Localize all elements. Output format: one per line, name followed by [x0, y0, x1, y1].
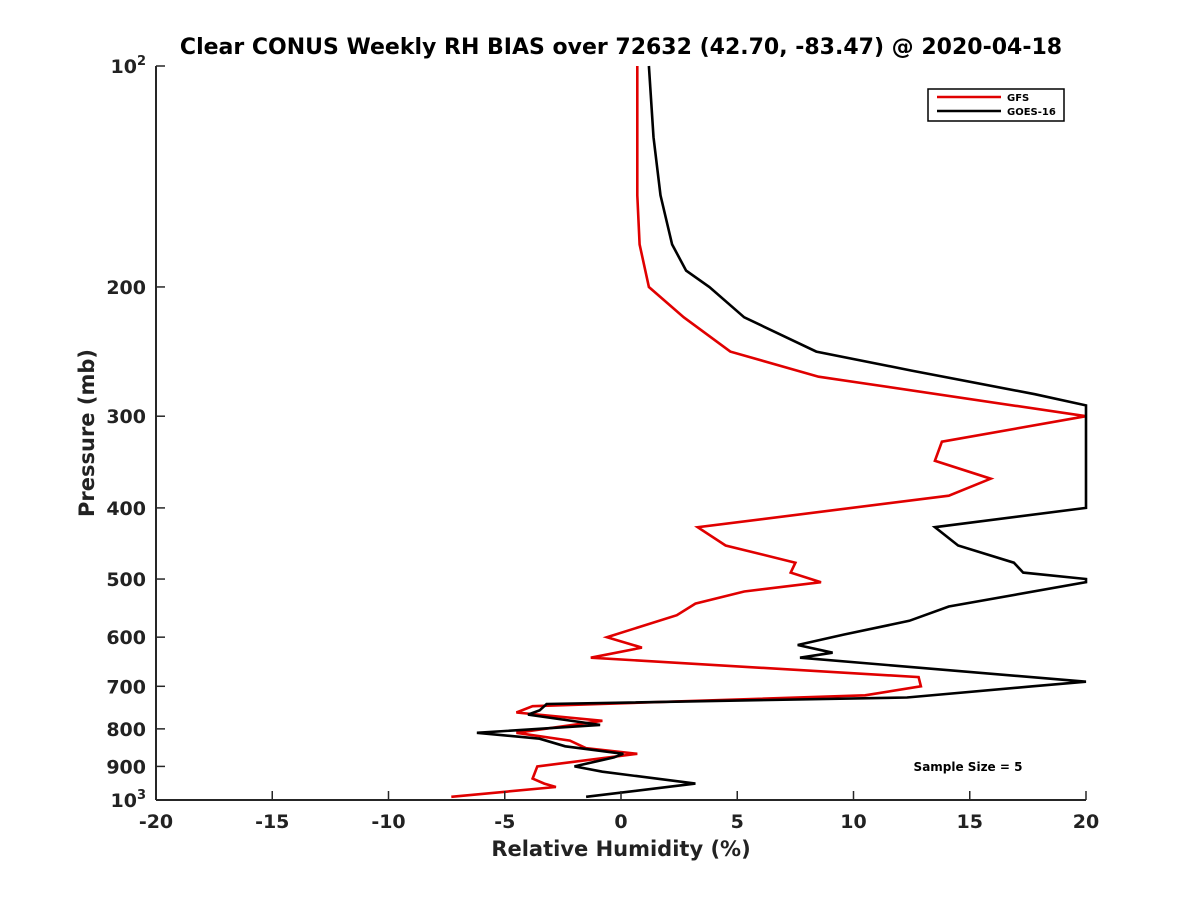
y-tick-label: 800 [106, 719, 146, 741]
x-tick-label: 15 [957, 811, 983, 833]
x-tick-label: -5 [494, 811, 515, 833]
legend: GFS GOES-16 [927, 88, 1065, 122]
x-tick-label: -20 [139, 811, 173, 833]
chart-title: Clear CONUS Weekly RH BIAS over 72632 (4… [180, 35, 1062, 60]
x-axis-label: Relative Humidity (%) [491, 837, 750, 861]
x-tick-label: -15 [255, 811, 289, 833]
series-layer [451, 65, 1088, 799]
legend-label-gfs: GFS [1007, 93, 1029, 104]
y-tick-label: 200 [106, 277, 146, 299]
x-tick-label: 5 [731, 811, 744, 833]
x-tick-label: 0 [614, 811, 627, 833]
y-tick-label: 300 [106, 406, 146, 428]
y-axis-label: Pressure (mb) [75, 349, 99, 517]
y-tick-label: 600 [106, 627, 146, 649]
y-tick-label: 102 [111, 54, 147, 78]
series-line-gfs [451, 66, 1087, 799]
x-tick-label: -10 [371, 811, 405, 833]
legend-label-goes16: GOES-16 [1007, 107, 1056, 118]
y-tick-label: 900 [106, 756, 146, 778]
legend-box [927, 88, 1065, 122]
y-tick-label: 700 [106, 676, 146, 698]
sample-size-annotation: Sample Size = 5 [914, 760, 1023, 774]
ticks: -20 -15 -10 -5 0 5 10 15 20 102 200 300 400 500 600 700… [106, 54, 1099, 833]
x-tick-label: 20 [1073, 811, 1099, 833]
series-line-goes-16 [476, 65, 1088, 799]
y-tick-label: 103 [111, 788, 147, 812]
x-tick-label: 10 [840, 811, 866, 833]
y-tick-label: 400 [106, 498, 146, 520]
y-tick-label: 500 [106, 569, 146, 591]
